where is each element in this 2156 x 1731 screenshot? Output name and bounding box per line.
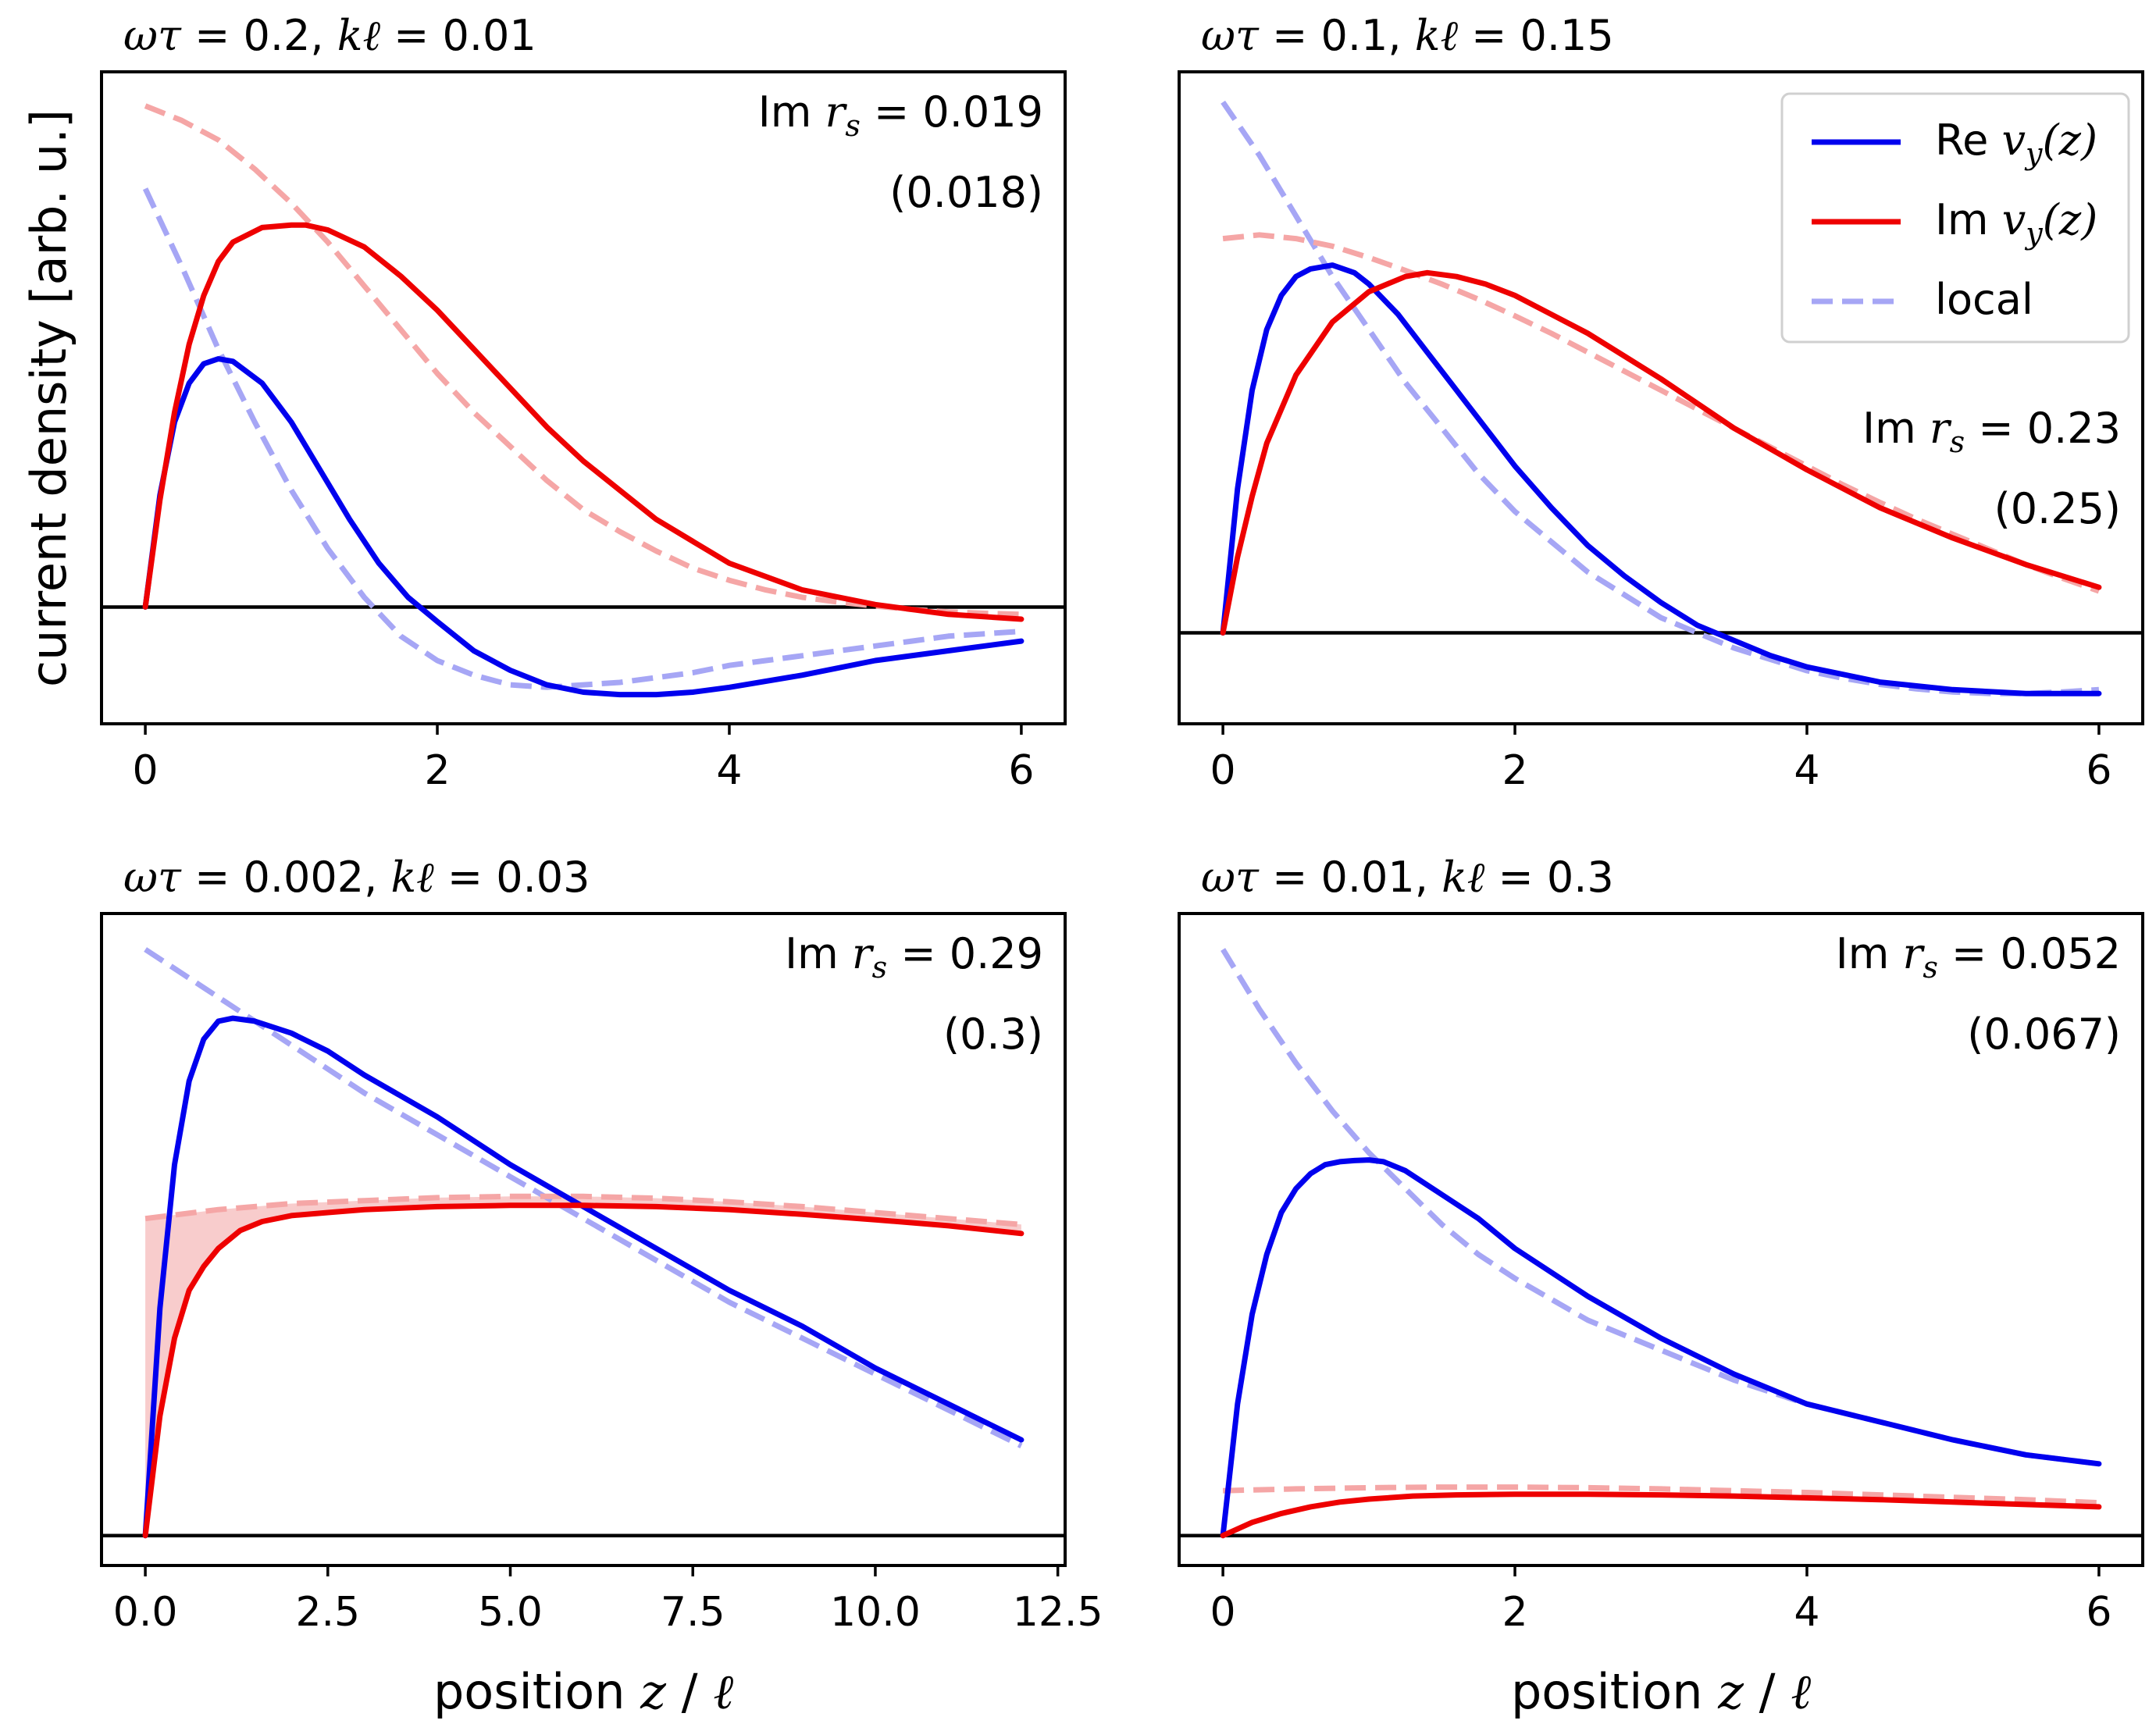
- x-tick-label: 2: [1502, 1589, 1527, 1636]
- axes-frame: [100, 912, 1067, 1567]
- x-tick-label: 6: [2086, 747, 2111, 794]
- series-line-im-local: [1222, 232, 2101, 594]
- x-tick-label: 0: [1210, 747, 1236, 794]
- axes-frame: [1178, 70, 2144, 725]
- x-tick-label: 0.0: [113, 1589, 178, 1636]
- x-axis-label-left: position z / ℓ: [433, 1663, 733, 1720]
- series-line-im-local: [144, 1193, 1022, 1227]
- chart-panel-3: 0.0 2.5 5.0 7.5 10.0 12.5 ωτ = 0.002, kℓ = 0.0…: [100, 853, 1103, 1636]
- x-tick-label: 10.0: [830, 1589, 921, 1636]
- x-tick-label: 4: [1794, 747, 1819, 794]
- x-tick-label: 5.0: [478, 1589, 543, 1636]
- series-line-re-v-y-z: [142, 1015, 1025, 1539]
- x-tick-label: 2.5: [295, 1589, 360, 1636]
- series-line-re-v-y-z: [1220, 1157, 2102, 1539]
- axes-frame: [1178, 912, 2144, 1567]
- chart-panel-4: 0 2 4 6 ωτ = 0.01, kℓ = 0.3 Im rs = 0.052 (0.0…: [1178, 853, 2144, 1636]
- series-line-im-v-y-z: [142, 222, 1025, 622]
- x-tick-label: 12.5: [1013, 1589, 1103, 1636]
- plot-area: [1179, 948, 2143, 1539]
- panel-title: ωτ = 0.01, kℓ = 0.3: [1201, 853, 1614, 902]
- legend-label: local: [1935, 275, 2033, 324]
- plot-area: [1179, 100, 2143, 696]
- panel-title: ωτ = 0.1, kℓ = 0.15: [1201, 11, 1614, 60]
- im-rs-paren-value: (0.3): [943, 1010, 1043, 1059]
- plot-area: [102, 103, 1065, 698]
- im-rs-annotation: Im rs = 0.019: [758, 87, 1043, 143]
- x-tick-label: 0: [1210, 1589, 1236, 1636]
- x-tick-label: 4: [1794, 1589, 1819, 1636]
- im-rs-annotation: Im rs = 0.29: [785, 929, 1043, 985]
- legend-label: Im vy(z): [1935, 195, 2097, 251]
- im-rs-annotation: Im rs = 0.23: [1862, 404, 2121, 459]
- im-rs-paren-value: (0.25): [1994, 484, 2121, 533]
- x-axis-label-right: position z / ℓ: [1511, 1663, 1811, 1720]
- axes-frame: [100, 70, 1067, 725]
- im-fill-region: [145, 1196, 1021, 1536]
- legend-label: Re vy(z): [1935, 116, 2097, 171]
- im-rs-paren-value: (0.067): [1967, 1010, 2121, 1059]
- series-line-im-v-y-z: [1220, 269, 2102, 636]
- chart-panel-2: 0 2 4 6 ωτ = 0.1, kℓ = 0.15 Im rs = 0.23 (0.25…: [1178, 11, 2144, 794]
- x-tick-label: 0: [133, 747, 159, 794]
- series-line-re-v-y-z: [1220, 262, 2102, 696]
- panel-title: ωτ = 0.002, kℓ = 0.03: [123, 853, 590, 902]
- series-line-im-v-y-z: [1220, 1491, 2102, 1539]
- im-rs-paren-value: (0.018): [889, 168, 1043, 217]
- x-tick-label: 2: [424, 747, 450, 794]
- legend: Re vy(z) Im vy(z) local: [1780, 92, 2130, 344]
- panel-title: ωτ = 0.2, kℓ = 0.01: [123, 11, 536, 60]
- y-axis-label: current density [arb. u.]: [20, 109, 77, 687]
- plot-area: [102, 947, 1065, 1539]
- x-tick-label: 6: [1008, 747, 1034, 794]
- series-line-re-local: [142, 187, 1022, 690]
- chart-panel-1: 0 2 4 6 ωτ = 0.2, kℓ = 0.01 Im rs = 0.019 (0.0…: [100, 11, 1067, 794]
- series-line-im-local: [1223, 1484, 2100, 1506]
- legend-box: [1780, 92, 2130, 344]
- im-rs-annotation: Im rs = 0.052: [1836, 929, 2121, 985]
- series-line-re-v-y-z: [142, 356, 1025, 698]
- x-tick-label: 6: [2086, 1589, 2111, 1636]
- x-tick-label: 2: [1502, 747, 1527, 794]
- series-line-im-v-y-z: [142, 1202, 1025, 1539]
- x-tick-label: 4: [716, 747, 742, 794]
- x-tick-label: 7.5: [661, 1589, 725, 1636]
